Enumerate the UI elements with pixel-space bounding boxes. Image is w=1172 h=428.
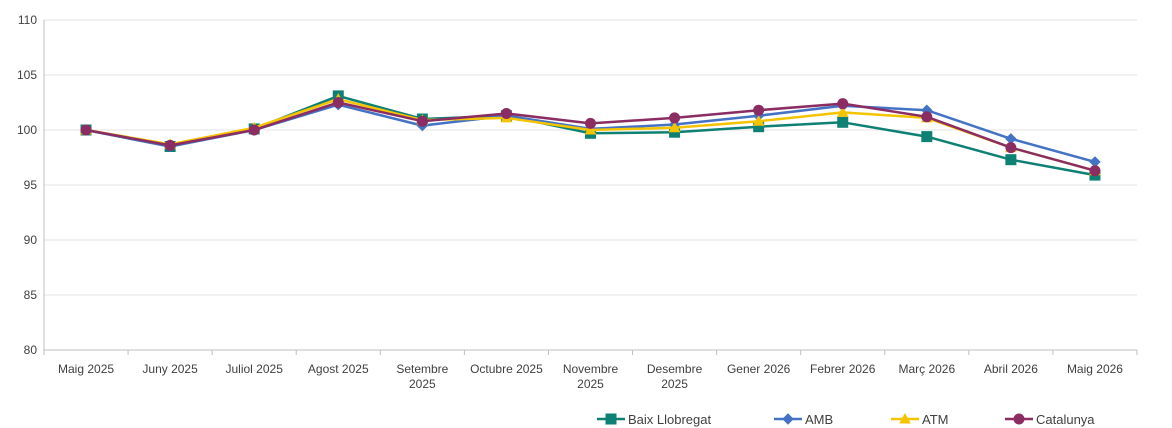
data-point (669, 112, 681, 124)
data-point (1005, 142, 1017, 154)
y-tick-label: 110 (18, 13, 37, 27)
y-tick-label: 90 (24, 233, 38, 247)
x-tick-label: Maig 2025 (58, 362, 114, 376)
legend-marker (1013, 413, 1025, 425)
data-point (921, 111, 933, 123)
legend-item-catalunya: Catalunya (1005, 412, 1095, 427)
data-point (837, 98, 849, 110)
data-point (752, 115, 765, 126)
data-point (416, 115, 428, 127)
y-axis: 80 85 90 95 100 105 110 (17, 13, 45, 357)
y-tick-label: 85 (24, 288, 38, 302)
x-tick-label: Novembre 2025 (563, 362, 619, 391)
data-point (585, 117, 596, 129)
data-point (248, 124, 260, 136)
x-tick-label: Març 2026 (898, 362, 955, 376)
y-tick-label: 105 (17, 68, 37, 82)
legend-marker (605, 413, 617, 425)
data-point (1005, 154, 1017, 166)
data-point (500, 108, 512, 119)
legend-item-atm: ATM (891, 412, 948, 427)
series-group (80, 90, 1101, 181)
legend-label: Catalunya (1036, 412, 1095, 427)
data-point (584, 123, 597, 135)
legend-label: Baix Llobregat (628, 412, 711, 427)
x-tick-label: Juny 2025 (142, 362, 198, 376)
data-point (668, 121, 681, 133)
data-point (836, 106, 849, 117)
y-tick-label: 100 (17, 123, 37, 137)
data-point (80, 124, 92, 136)
legend-label: AMB (805, 412, 833, 427)
data-point (837, 116, 849, 128)
gridlines (44, 19, 1137, 296)
x-tick-label: Octubre 2025 (470, 362, 543, 376)
legend-marker (782, 413, 794, 425)
x-tick-label: Agost 2025 (308, 362, 369, 376)
legend: Baix Llobregat AMB ATM Catalunya (597, 412, 1095, 427)
legend-marker (899, 412, 911, 424)
legend-item-baix-llobregat: Baix Llobregat (597, 412, 711, 427)
series-catalunya (80, 97, 1101, 177)
data-point (1089, 165, 1101, 177)
x-tick-label: Desembre 2025 (647, 362, 703, 391)
y-tick-label: 80 (24, 343, 38, 357)
x-tick-label: Juliol 2025 (226, 362, 284, 376)
x-tick-label: Gener 2026 (727, 362, 791, 376)
x-tick-label: Febrer 2026 (810, 362, 876, 376)
x-tick-label: Setembre 2025 (396, 362, 448, 391)
legend-item-amb: AMB (774, 412, 833, 427)
y-tick-label: 95 (24, 178, 38, 192)
x-axis: Maig 2025 Juny 2025 Juliol 2025 Agost 2025 S… (43, 349, 1138, 391)
x-tick-label: Abril 2026 (984, 362, 1038, 376)
data-point (164, 139, 176, 151)
data-point (921, 131, 933, 143)
legend-label: ATM (922, 412, 948, 427)
data-point (332, 97, 344, 108)
data-point (753, 104, 765, 116)
x-tick-label: Maig 2026 (1067, 362, 1123, 376)
series-baix-llobregat (80, 90, 1101, 181)
